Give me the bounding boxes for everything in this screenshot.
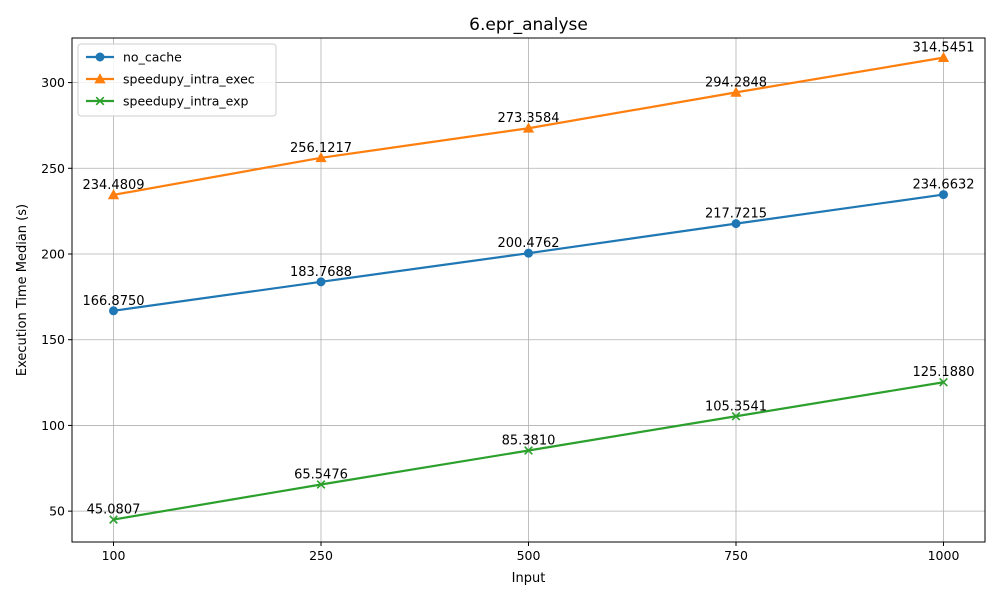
series-no_cache — [109, 190, 948, 316]
y-tick-label: 200 — [41, 247, 65, 262]
y-tick-label: 50 — [49, 504, 65, 519]
data-point — [316, 480, 326, 489]
data-point — [731, 411, 741, 421]
x-axis: 100 250 500 750 1000 — [102, 542, 960, 563]
data-point — [524, 446, 533, 455]
y-tick-label: 100 — [41, 418, 65, 433]
data-point — [109, 515, 118, 524]
x-tick-label: 100 — [102, 548, 126, 563]
data-point — [315, 151, 327, 163]
data-label: 65.5476 — [294, 467, 348, 482]
legend-box — [77, 43, 277, 117]
data-point — [731, 219, 741, 229]
legend-marker — [94, 73, 106, 84]
y-axis: 50 100 150 200 250 300 — [41, 75, 72, 519]
data-label: 45.0807 — [87, 503, 141, 518]
x-tick-label: 1000 — [928, 548, 960, 563]
data-label: 85.3810 — [502, 433, 556, 448]
data-label: 314.5451 — [912, 41, 974, 56]
data-label: 166.8750 — [82, 294, 144, 309]
chart-title: 6.epr_analyse — [469, 15, 588, 35]
data-point — [939, 190, 948, 200]
legend-label: no_cache — [123, 50, 182, 65]
data-label: 105.3541 — [705, 399, 767, 414]
series-speedupy_intra_exp — [109, 377, 948, 524]
data-label: 234.6632 — [912, 178, 974, 193]
data-labels: 166.8750 183.7688 200.4762 217.7215 234.6632… — [82, 41, 974, 518]
data-point — [109, 306, 118, 316]
y-axis-label: Execution Time Median (s) — [15, 204, 30, 376]
data-label: 125.1880 — [912, 365, 974, 380]
data-label: 294.2848 — [705, 75, 767, 90]
legend-marker — [95, 52, 105, 62]
data-point — [939, 377, 948, 387]
y-tick-label: 300 — [41, 75, 65, 90]
series-speedupy_intra_exec — [107, 51, 950, 200]
data-point — [316, 277, 326, 287]
data-label: 217.7215 — [705, 207, 767, 222]
x-axis-label: Input — [512, 571, 546, 586]
data-label: 256.1217 — [290, 141, 352, 156]
series-layer — [107, 51, 950, 524]
data-point — [107, 189, 120, 200]
legend-item: speedupy_intra_exp — [86, 94, 248, 109]
legend: no_cache speedupy_intra_exec speedupy_intr… — [77, 43, 277, 117]
legend-label: speedupy_intra_exec — [123, 72, 255, 87]
legend-label: speedupy_intra_exp — [123, 94, 248, 109]
x-tick-label: 750 — [724, 548, 748, 563]
y-tick-label: 250 — [41, 161, 65, 176]
x-tick-label: 500 — [517, 548, 541, 563]
data-label: 200.4762 — [497, 236, 559, 251]
data-point — [524, 248, 533, 258]
data-label: 183.7688 — [290, 265, 352, 280]
legend-item: speedupy_intra_exec — [86, 72, 255, 87]
data-point — [522, 122, 535, 133]
legend-item: no_cache — [86, 50, 182, 65]
x-tick-label: 250 — [309, 548, 333, 563]
data-point — [730, 86, 742, 97]
data-label: 234.4809 — [82, 178, 144, 193]
data-point — [937, 51, 950, 62]
data-label: 273.3584 — [497, 111, 559, 126]
legend-marker — [95, 96, 105, 106]
y-tick-label: 150 — [41, 332, 65, 347]
